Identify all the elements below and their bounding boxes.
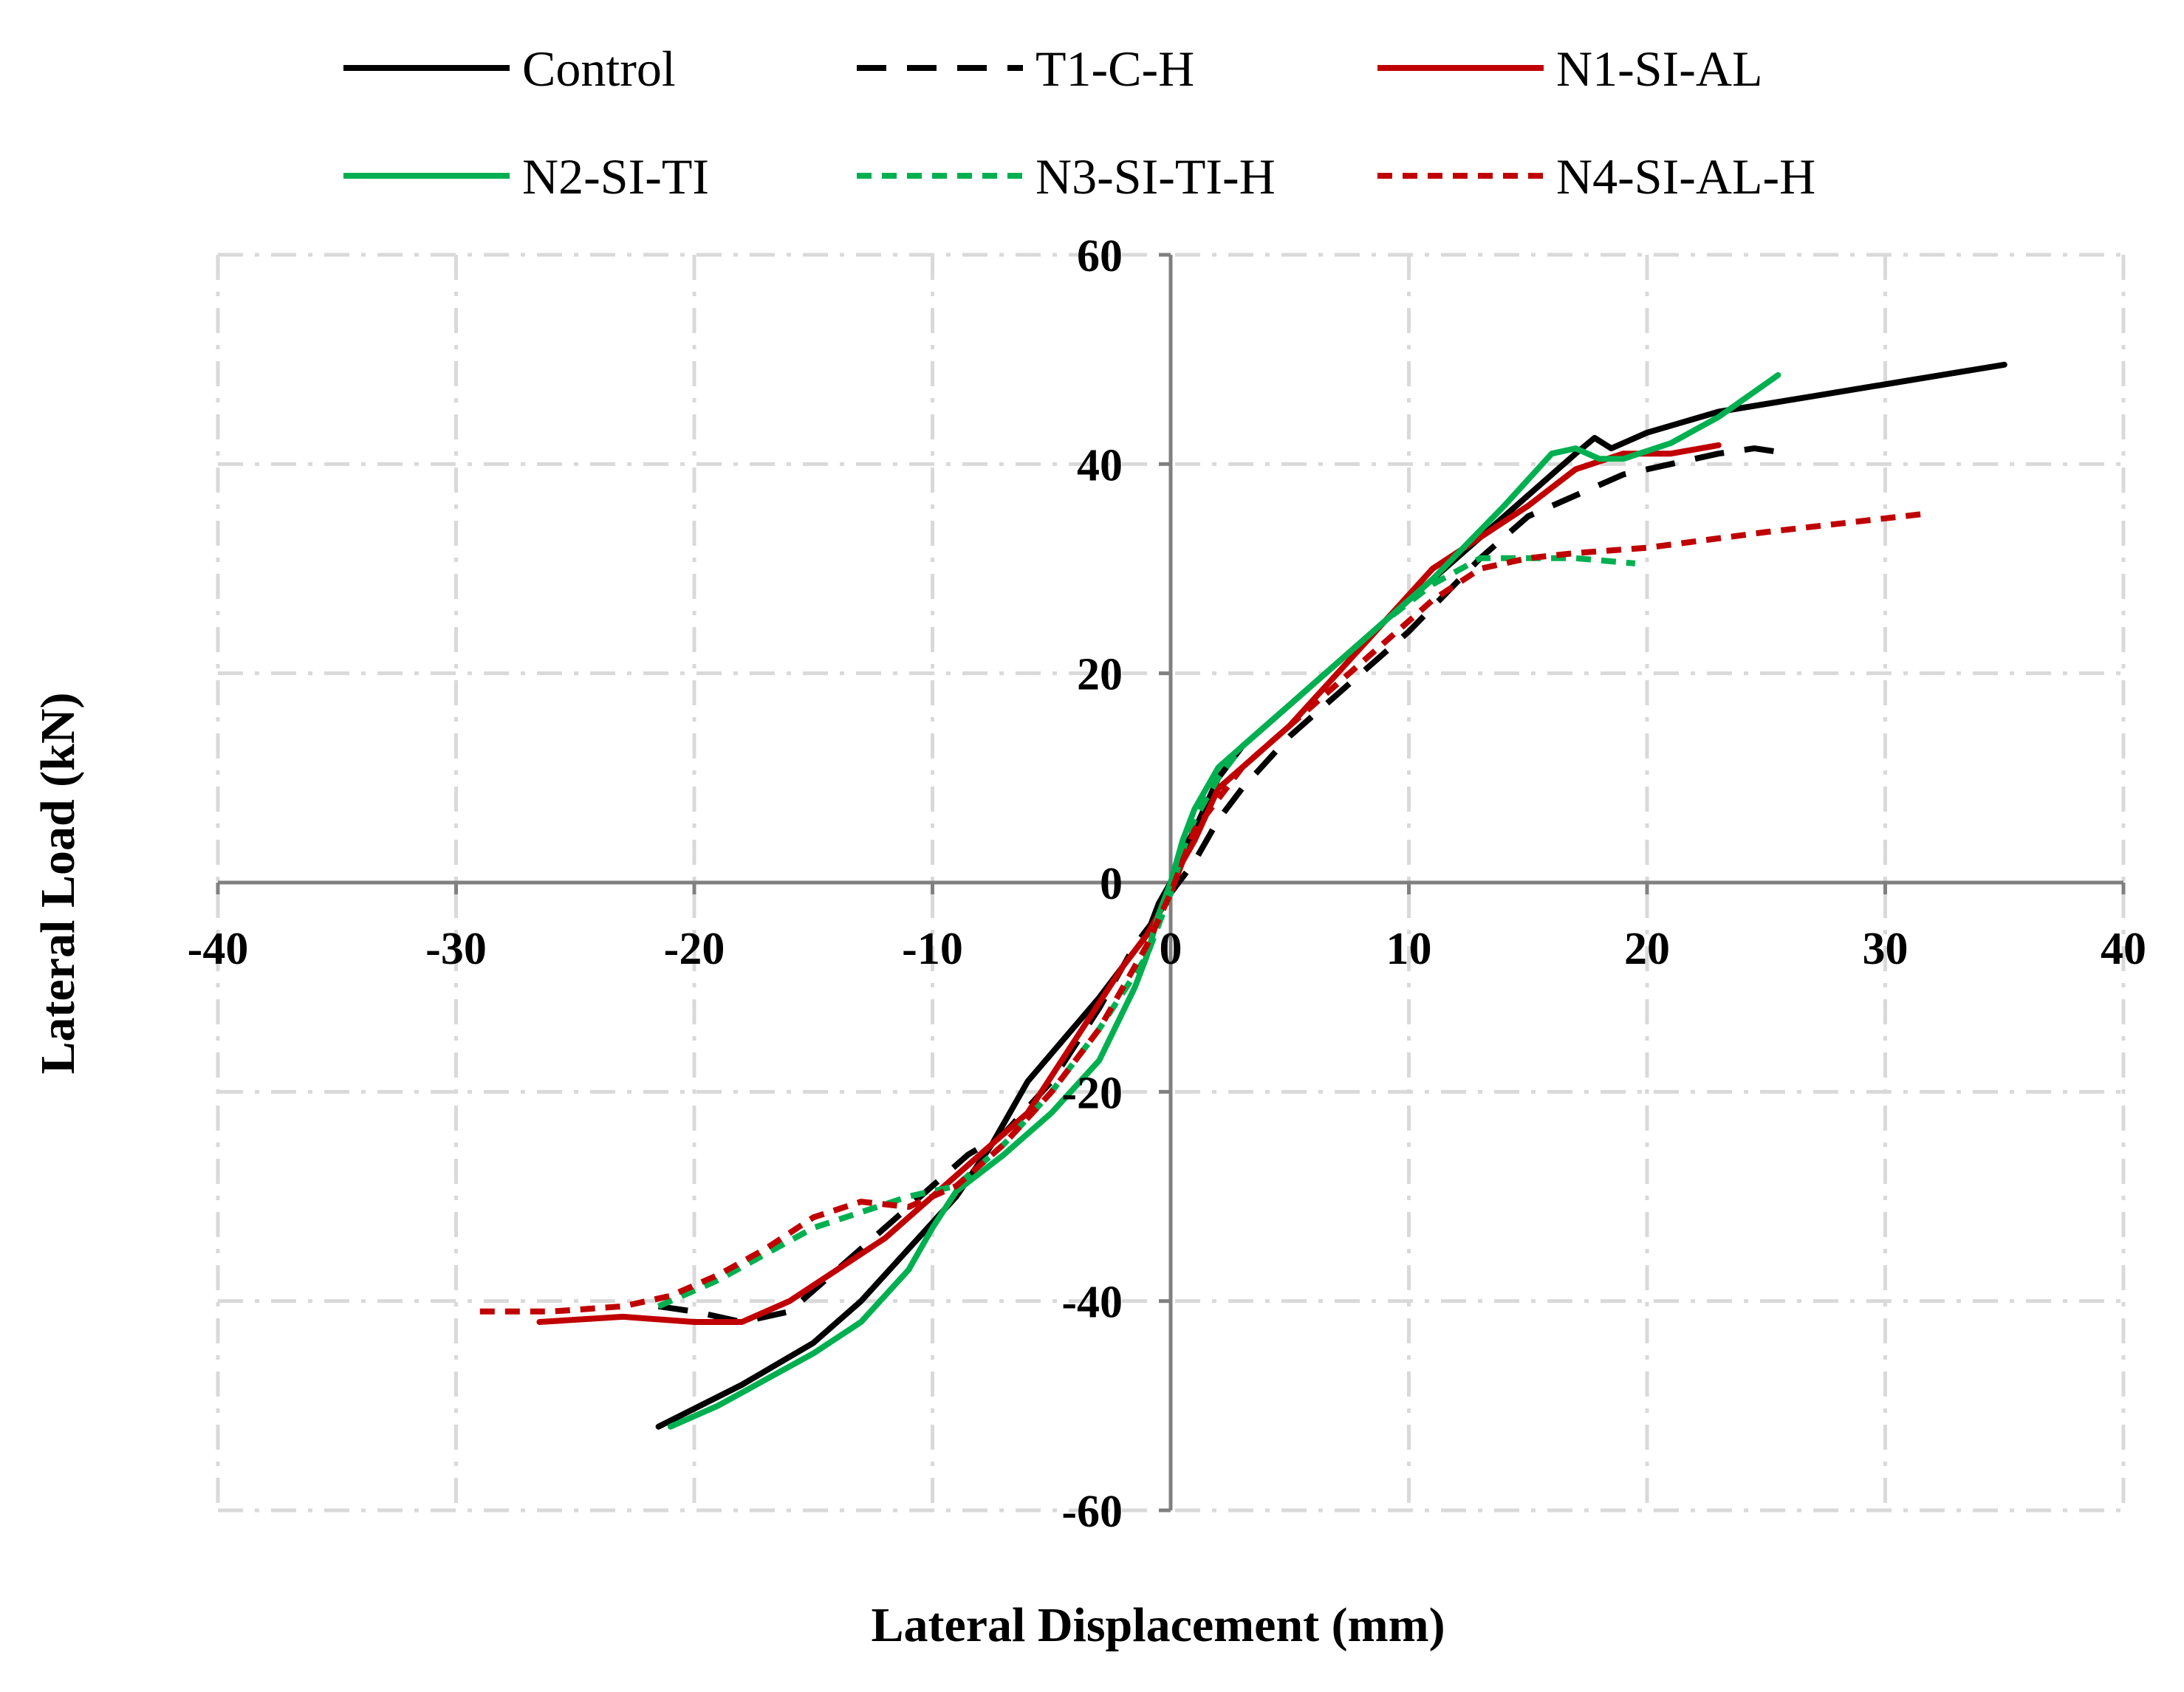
legend-label: T1-C-H [1035, 41, 1194, 97]
legend-label: N4-SI-AL-H [1556, 148, 1815, 205]
legend-label: N2-SI-TI [522, 148, 709, 205]
legend-item: T1-C-H [857, 41, 1194, 97]
y-tick-label: 0 [1100, 859, 1123, 909]
legend-item: N2-SI-TI [343, 148, 709, 205]
y-tick-label: 60 [1077, 231, 1123, 281]
legend: Control T1-C-H N1-SI-AL N2-SI-TI N3-SI-TI-H N… [343, 41, 1815, 205]
legend-item: N3-SI-TI-H [857, 148, 1276, 205]
legend-label: N3-SI-TI-H [1035, 148, 1276, 205]
y-tick-label: 20 [1077, 650, 1123, 700]
x-tick-label: -10 [902, 924, 963, 974]
y-tick-label: -40 [1061, 1278, 1123, 1328]
x-axis-title: Lateral Displacement (mm) [871, 1598, 1445, 1652]
x-tick-label: 10 [1386, 924, 1432, 974]
series-line-n4-si-al-h [479, 511, 1922, 1315]
x-tick-label: -20 [664, 924, 725, 974]
x-tick-label: -40 [188, 924, 249, 974]
y-tick-label: -20 [1061, 1068, 1123, 1118]
y-tick-label: 40 [1077, 440, 1123, 490]
series-line-control [655, 361, 2007, 1430]
x-tick-label: -30 [425, 924, 487, 974]
legend-label: Control [522, 41, 676, 97]
legend-item: N1-SI-AL [1377, 41, 1763, 97]
series-line-n2-si-ti [667, 371, 1781, 1430]
series-line-n3-si-ti-h [657, 555, 1636, 1309]
series [479, 361, 2007, 1430]
x-tick-label: 30 [1863, 924, 1909, 974]
legend-item: N4-SI-AL-H [1377, 148, 1815, 205]
y-axis-title: Lateral Load (kN) [31, 693, 85, 1075]
x-tick-label: 0 [1160, 924, 1182, 974]
series-line-t1-c-h [658, 445, 1791, 1325]
y-tick-label: -60 [1061, 1487, 1123, 1537]
legend-label: N1-SI-AL [1556, 41, 1763, 97]
x-tick-label: 40 [2101, 924, 2146, 974]
x-tick-label: 20 [1624, 924, 1670, 974]
tick-labels: -40 -30 -20 -10 0 10 20 30 40 -60 -40 -20 0 20 40 60 [188, 231, 2146, 1537]
legend-item: Control [343, 41, 676, 97]
